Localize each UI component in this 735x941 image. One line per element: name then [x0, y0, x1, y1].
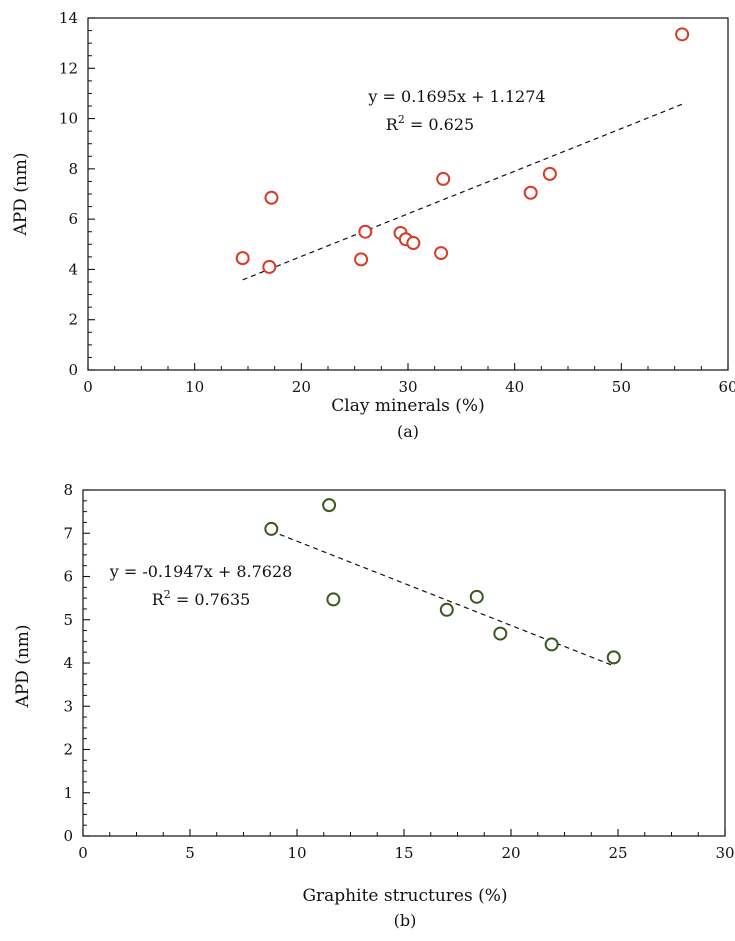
chart-b-trendline	[271, 530, 614, 667]
chart-a-y-tick-label: 2	[68, 311, 78, 329]
chart-b-r-squared: R2 = 0.7635	[152, 588, 251, 609]
chart-b-data-point	[469, 589, 484, 604]
chart-a-x-tick-label: 0	[83, 378, 93, 396]
chart-a-data-point	[264, 190, 279, 205]
chart-a-y-tick-label: 14	[59, 9, 78, 27]
chart-b-y-tick-label: 1	[63, 784, 73, 802]
chart-a-x-tick-label: 10	[185, 378, 204, 396]
chart-a: APD (nm) Clay minerals (%) (a) y = 0.169…	[11, 9, 735, 441]
chart-b-x-tick-label: 25	[608, 844, 627, 862]
chart-b-x-axis-title: Graphite structures (%)	[302, 886, 507, 906]
chart-b-data-point	[606, 650, 621, 665]
chart-b-y-tick-label: 0	[63, 827, 73, 845]
chart-b-y-tick-label: 3	[63, 697, 73, 715]
chart-a-x-tick-label: 40	[505, 378, 524, 396]
chart-a-x-tick-label: 20	[292, 378, 311, 396]
chart-b-y-tick-label: 2	[63, 741, 73, 759]
chart-b-plot-frame	[82, 489, 726, 837]
chart-b: APD (nm) Graphite structures (%) (b) y =…	[13, 481, 735, 930]
chart-b-x-tick-label: 15	[394, 844, 413, 862]
chart-b-data-point	[493, 626, 508, 641]
chart-b-y-tick-label: 4	[63, 654, 73, 672]
chart-a-y-tick-label: 4	[68, 260, 78, 278]
chart-a-plot-frame	[87, 17, 729, 371]
chart-b-y-tick-label: 8	[63, 481, 73, 499]
chart-b-equation: y = -0.1947x + 8.7628	[109, 562, 293, 581]
chart-a-data-point	[675, 27, 690, 42]
chart-b-data-point	[439, 602, 454, 617]
chart-b-panel-label: (b)	[394, 911, 417, 930]
chart-a-data-point	[358, 224, 373, 239]
chart-a-equation: y = 0.1695x + 1.1274	[367, 87, 545, 106]
chart-a-x-tick-label: 50	[612, 378, 631, 396]
chart-b-x-tick-label: 10	[287, 844, 306, 862]
chart-b-y-axis-title: APD (nm)	[13, 624, 33, 708]
chart-b-data-point	[264, 521, 279, 536]
chart-a-data-point	[542, 166, 557, 181]
chart-a-data-point	[235, 251, 250, 266]
chart-a-data-point	[262, 259, 277, 274]
chart-b-y-tick-label: 7	[63, 524, 73, 542]
chart-b-x-tick-label: 30	[715, 844, 734, 862]
chart-a-panel-label: (a)	[397, 422, 419, 441]
chart-a-data-point	[406, 236, 421, 251]
chart-b-x-tick-label: 20	[501, 844, 520, 862]
chart-a-trendline	[242, 103, 683, 281]
chart-b-x-tick-label: 0	[78, 844, 88, 862]
chart-b-y-tick-label: 5	[63, 611, 73, 629]
chart-a-y-axis-title: APD (nm)	[11, 152, 31, 236]
chart-a-y-tick-label: 0	[68, 361, 78, 379]
chart-a-data-point	[523, 185, 538, 200]
chart-a-x-tick-label: 30	[398, 378, 417, 396]
chart-a-data-point	[354, 252, 369, 267]
chart-a-y-tick-label: 10	[59, 110, 78, 128]
chart-a-data-point	[436, 171, 451, 186]
chart-b-data-point	[544, 637, 559, 652]
chart-b-x-tick-label: 5	[185, 844, 195, 862]
chart-a-y-tick-label: 8	[68, 160, 78, 178]
chart-a-y-tick-label: 6	[68, 210, 78, 228]
chart-a-r-squared: R2 = 0.625	[386, 113, 474, 134]
chart-a-x-axis-title: Clay minerals (%)	[331, 396, 484, 416]
chart-b-data-point	[326, 592, 341, 607]
chart-b-data-point	[322, 498, 337, 513]
chart-b-y-tick-label: 6	[63, 568, 73, 586]
chart-a-y-tick-label: 12	[59, 59, 78, 77]
chart-a-data-point	[434, 246, 449, 261]
chart-a-x-tick-label: 60	[718, 378, 735, 396]
